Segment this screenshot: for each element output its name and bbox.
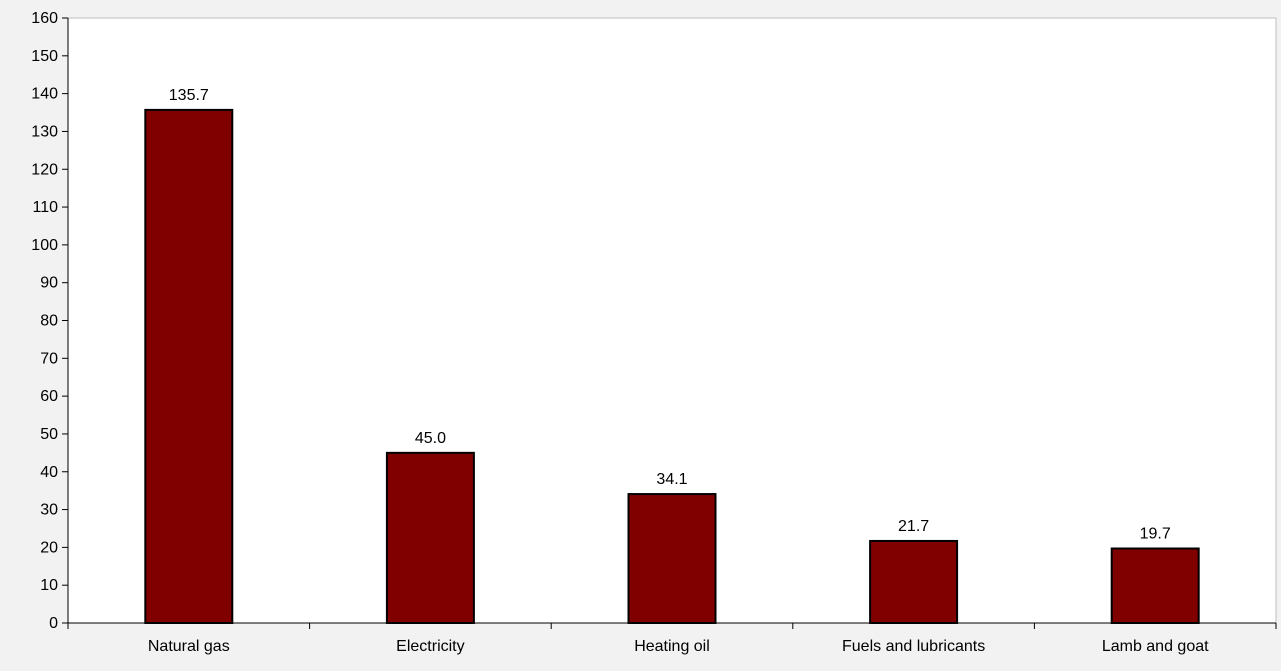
bar-value-label: 19.7 [1140,526,1171,543]
bar-value-label: 45.0 [415,430,446,447]
y-axis: 0 10 20 30 40 50 60 70 80 90 100 110 120 130 140 150 160 [31,10,68,632]
y-tick-label: 120 [31,161,58,178]
y-tick-label: 80 [40,313,58,330]
bar-value-label: 135.7 [169,87,209,104]
bar-value-label: 34.1 [656,471,687,488]
y-tick-label: 60 [40,388,58,405]
bar [627,493,717,625]
x-category-label: Fuels and lubricants [842,638,985,655]
bars [144,108,1200,625]
x-axis: Natural gas Electricity Heating oil Fuels a… [67,623,1277,655]
y-tick-label: 10 [40,577,58,594]
x-category-label: Lamb and goat [1102,638,1209,655]
bar [869,539,959,625]
y-tick-label: 110 [32,199,58,216]
data-labels: 135.7 45.0 34.1 21.7 19.7 [169,87,1171,543]
y-tick-label: 160 [31,10,58,27]
y-tick-label: 40 [40,464,58,481]
bar-value-label: 21.7 [898,518,929,535]
bar [1110,547,1200,625]
y-tick-label: 20 [40,539,58,556]
y-tick-label: 90 [40,275,58,292]
y-tick-label: 140 [31,86,58,103]
bar [144,108,234,624]
y-tick-label: 30 [40,502,58,519]
y-tick-label: 70 [40,350,58,367]
x-category-label: Electricity [396,638,464,655]
x-category-label: Heating oil [634,638,710,655]
y-tick-label: 150 [31,48,58,65]
y-tick-label: 100 [31,237,58,254]
y-tick-label: 50 [40,426,58,443]
y-tick-label: 0 [49,615,58,632]
x-category-label: Natural gas [148,638,230,655]
y-tick-label: 130 [31,123,58,140]
bar [385,451,475,624]
